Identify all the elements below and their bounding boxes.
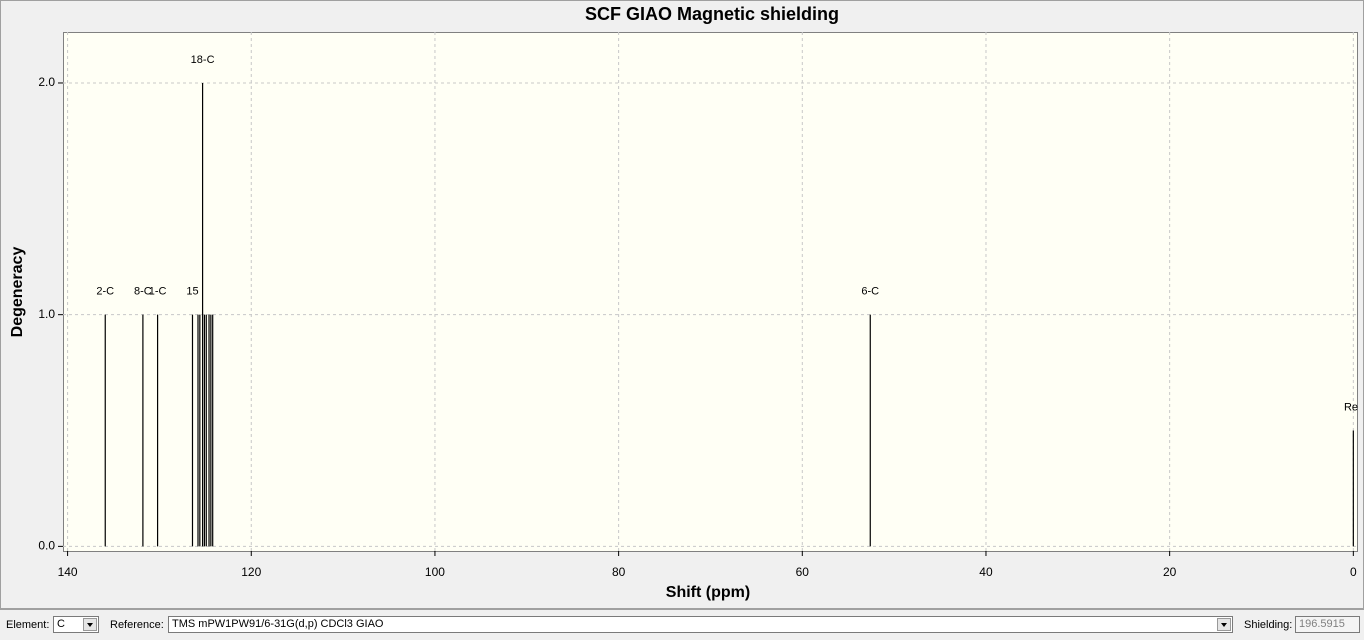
x-tick-label: 60 — [796, 565, 810, 579]
stick-label: 1-C — [149, 286, 167, 298]
x-tick-label: 40 — [979, 565, 993, 579]
stick-label: 2-C — [96, 286, 114, 298]
chart-title: SCF GIAO Magnetic shielding — [585, 4, 839, 24]
y-tick-label: 0.0 — [38, 539, 55, 553]
dropdown-arrow[interactable] — [1217, 618, 1231, 631]
stick-label: Re — [1344, 401, 1358, 413]
dropdown-arrow[interactable] — [83, 618, 97, 631]
stick-label: 18-C — [191, 54, 215, 66]
x-tick-label: 140 — [58, 565, 78, 579]
reference-label: Reference: — [110, 619, 164, 631]
stick-label: 15 — [186, 286, 198, 298]
reference-value: TMS mPW1PW91/6-31G(d,p) CDCl3 GIAO — [172, 618, 384, 630]
x-axis-label: Shift (ppm) — [666, 584, 750, 601]
stick-label: 6-C — [861, 286, 879, 298]
reference-combo[interactable]: TMS mPW1PW91/6-31G(d,p) CDCl3 GIAO — [168, 616, 1233, 633]
y-tick-label: 2.0 — [38, 75, 55, 89]
shielding-value: 196.5915 — [1299, 618, 1345, 630]
x-tick-label: 20 — [1163, 565, 1177, 579]
x-tick-label: 0 — [1350, 565, 1357, 579]
stick-label: 8-C — [134, 286, 152, 298]
x-tick-label: 120 — [241, 565, 261, 579]
chart: SCF GIAO Magnetic shielding Shift (ppm) … — [0, 0, 1364, 609]
x-tick-label: 100 — [425, 565, 445, 579]
element-label: Element: — [6, 619, 50, 631]
plot-area — [63, 32, 1358, 552]
y-tick-label: 1.0 — [38, 307, 55, 321]
element-value: C — [57, 618, 65, 630]
shielding-field: 196.5915 — [1295, 616, 1360, 633]
x-tick-label: 80 — [612, 565, 626, 579]
shielding-label: Shielding: — [1244, 619, 1293, 631]
y-axis-label: Degeneracy — [9, 247, 26, 338]
element-combo[interactable]: C — [53, 616, 99, 633]
toolbar: Element: C Reference: TMS mPW1PW91/6-31G… — [0, 609, 1364, 640]
